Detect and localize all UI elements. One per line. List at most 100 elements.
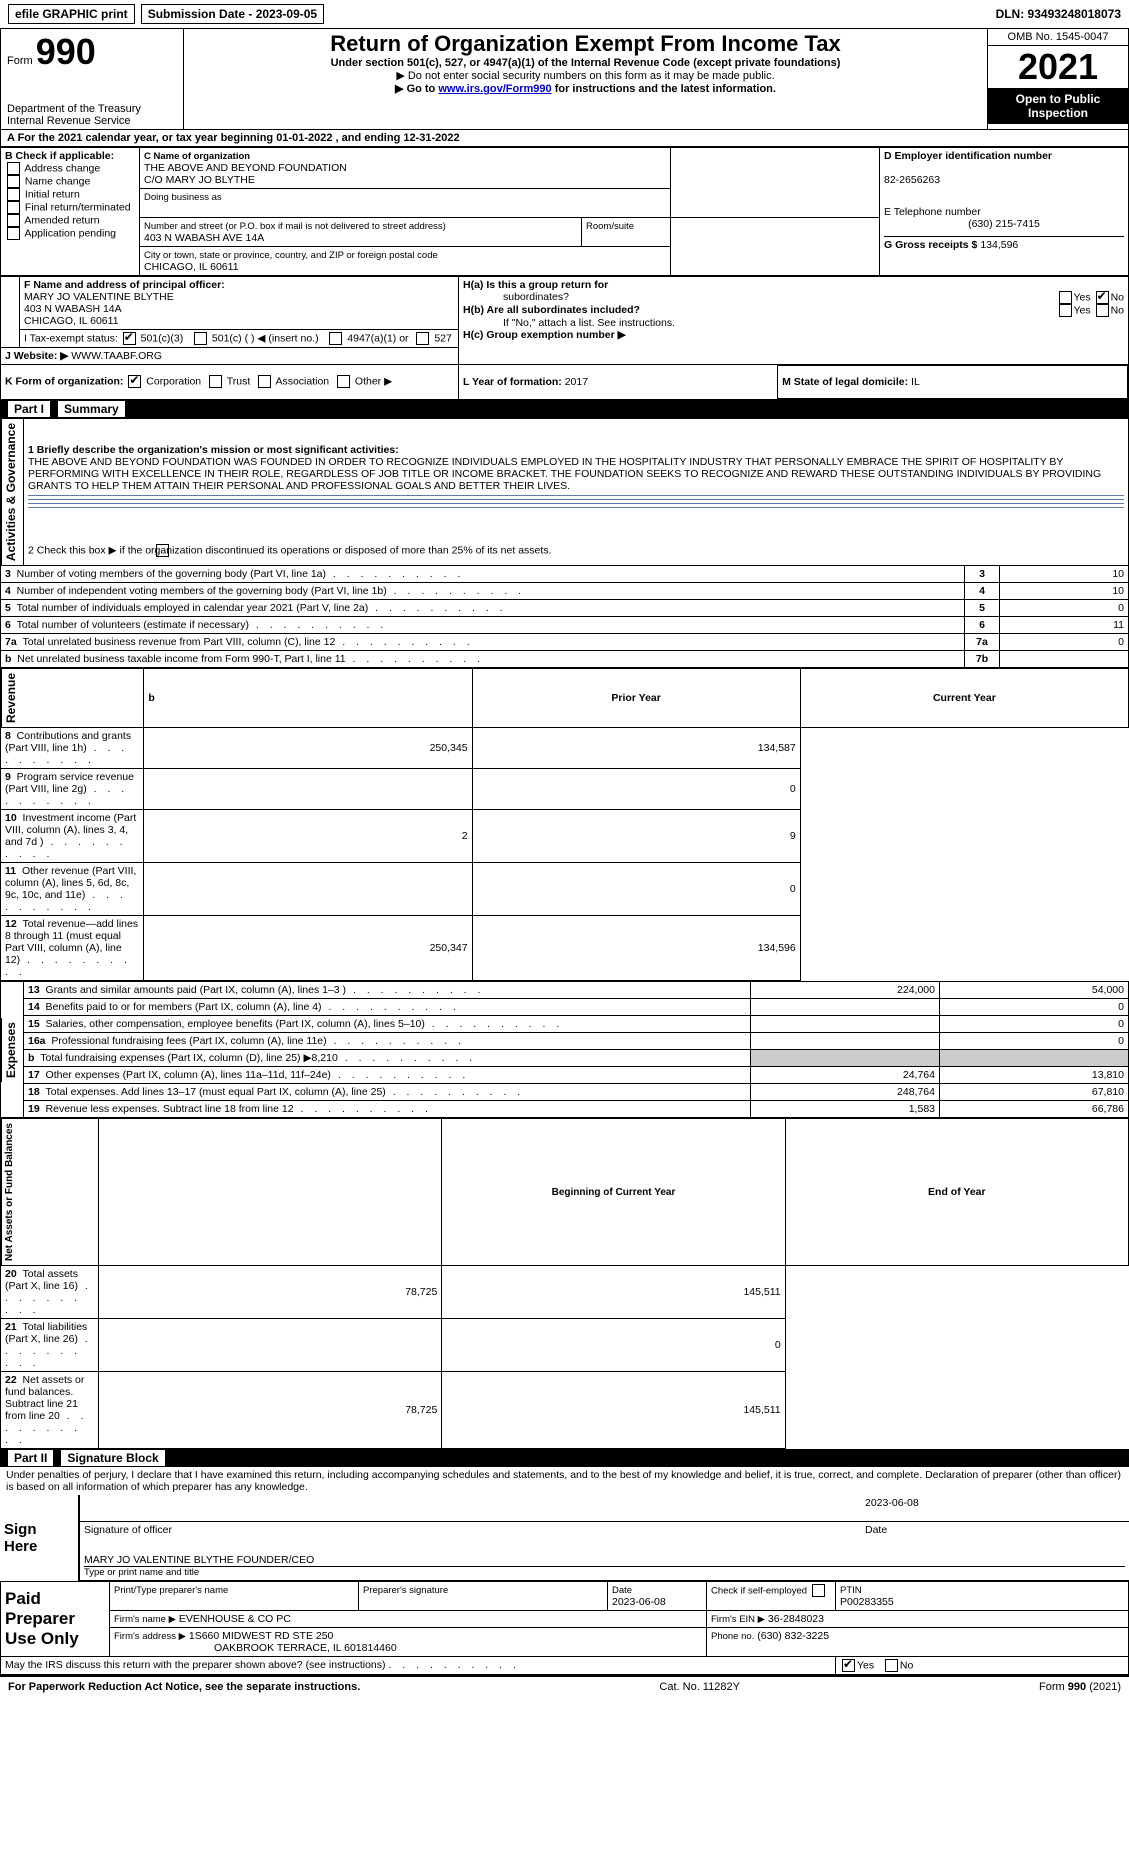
hb-yes: Yes xyxy=(1074,304,1091,316)
final-return-label: Final return/terminated xyxy=(25,201,131,213)
officer-status-block: F Name and address of principal officer:… xyxy=(0,276,1129,400)
501c-label: 501(c) ( ) ◀ (insert no.) xyxy=(212,332,319,344)
sig-officer-label: Signature of officer xyxy=(79,1522,861,1539)
omb-number: OMB No. 1545-0047 xyxy=(988,29,1128,46)
hb-no-checkbox[interactable] xyxy=(1096,304,1109,317)
other-checkbox[interactable] xyxy=(337,375,350,388)
prior-year-header: Prior Year xyxy=(472,669,800,728)
box-l-label: L Year of formation: xyxy=(463,376,565,388)
name-change-checkbox[interactable] xyxy=(7,175,20,188)
officer-addr2: CHICAGO, IL 60611 xyxy=(24,315,119,327)
firm-name: EVENHOUSE & CO PC xyxy=(179,1613,291,1625)
initial-return-label: Initial return xyxy=(25,188,80,200)
discuss-text: May the IRS discuss this return with the… xyxy=(5,1659,386,1671)
self-emp-checkbox[interactable] xyxy=(812,1584,825,1597)
city-label: City or town, state or province, country… xyxy=(144,250,438,261)
prep-date: 2023-06-08 xyxy=(612,1596,666,1608)
initial-return-checkbox[interactable] xyxy=(7,188,20,201)
part1-header: Part ISummary xyxy=(0,400,1129,418)
state-domicile: IL xyxy=(911,376,920,388)
vert-governance: Activities & Governance xyxy=(1,419,20,565)
firm-ein-label: Firm's EIN ▶ xyxy=(711,1614,765,1625)
prep-sig-label: Preparer's signature xyxy=(363,1585,448,1596)
part2-header: Part IISignature Block xyxy=(0,1449,1129,1467)
line1-label: 1 Briefly describe the organization's mi… xyxy=(28,444,399,456)
ha-yes: Yes xyxy=(1074,291,1091,303)
signature-block: Sign Here 2023-06-08 Signature of office… xyxy=(0,1495,1129,1581)
declaration-text: Under penalties of perjury, I declare th… xyxy=(0,1467,1129,1495)
501c3-checkbox[interactable] xyxy=(123,332,136,345)
final-return-checkbox[interactable] xyxy=(7,201,20,214)
application-pending-label: Application pending xyxy=(24,227,116,239)
firm-phone: (630) 832-3225 xyxy=(757,1630,829,1642)
netassets-row: 22 Net assets or fund balances. Subtract… xyxy=(1,1372,1129,1449)
form990-link[interactable]: www.irs.gov/Form990 xyxy=(438,83,551,95)
firm-name-label: Firm's name ▶ xyxy=(114,1614,176,1625)
corp-checkbox[interactable] xyxy=(128,375,141,388)
address-change-checkbox[interactable] xyxy=(7,162,20,175)
self-emp-label: Check if self-employed xyxy=(711,1585,807,1596)
org-co: C/O MARY JO BLYTHE xyxy=(144,174,255,186)
year-formation: 2017 xyxy=(565,376,588,388)
sign-here-label: Sign Here xyxy=(0,1495,79,1581)
trust-checkbox[interactable] xyxy=(209,375,222,388)
ptin-label: PTIN xyxy=(840,1585,862,1596)
revenue-table: Revenue b Prior Year Current Year 8 Cont… xyxy=(0,668,1129,981)
part1-title: Summary xyxy=(58,401,125,417)
netassets-table: Net Assets or Fund Balances Beginning of… xyxy=(0,1118,1129,1449)
efile-print-button[interactable]: efile GRAPHIC print xyxy=(8,4,135,24)
line2-checkbox[interactable] xyxy=(156,544,169,557)
4947-label: 4947(a)(1) or xyxy=(347,332,408,344)
expense-row: 16a Professional fundraising fees (Part … xyxy=(1,1033,1129,1050)
527-checkbox[interactable] xyxy=(416,332,429,345)
addr-value: 403 N WABASH AVE 14A xyxy=(144,232,264,244)
expense-row: 15 Salaries, other compensation, employe… xyxy=(1,1016,1129,1033)
box-m-label: M State of legal domicile: xyxy=(782,376,911,388)
ha-no-checkbox[interactable] xyxy=(1096,291,1109,304)
expense-row: 18 Total expenses. Add lines 13–17 (must… xyxy=(1,1084,1129,1101)
hb-yes-checkbox[interactable] xyxy=(1059,304,1072,317)
box-k-label: K Form of organization: xyxy=(5,375,123,387)
line-a: A For the 2021 calendar year, or tax yea… xyxy=(0,130,1129,147)
amended-return-label: Amended return xyxy=(24,214,99,226)
expense-row: 17 Other expenses (Part IX, column (A), … xyxy=(1,1067,1129,1084)
prep-name-label: Print/Type preparer's name xyxy=(114,1585,228,1596)
box-b-title: B Check if applicable: xyxy=(5,150,114,162)
discuss-yes-checkbox[interactable] xyxy=(842,1659,855,1672)
form-title: Return of Organization Exempt From Incom… xyxy=(190,31,981,57)
expenses-table: Expenses13 Grants and similar amounts pa… xyxy=(0,981,1129,1118)
corp-label: Corporation xyxy=(146,375,201,387)
room-label: Room/suite xyxy=(586,221,634,232)
expense-row: 14 Benefits paid to or for members (Part… xyxy=(1,999,1129,1016)
ptin-value: P00283355 xyxy=(840,1596,894,1608)
sig-date-value: 2023-06-08 xyxy=(865,1497,919,1509)
form-word: Form xyxy=(7,55,33,67)
instr2-pre: ▶ Go to xyxy=(395,83,438,95)
city-value: CHICAGO, IL 60611 xyxy=(144,261,239,273)
4947-checkbox[interactable] xyxy=(329,332,342,345)
footer-left: For Paperwork Reduction Act Notice, see … xyxy=(8,1681,360,1693)
box-j-label: J Website: ▶ xyxy=(5,350,68,362)
dba-label: Doing business as xyxy=(144,192,222,203)
page-footer: For Paperwork Reduction Act Notice, see … xyxy=(0,1675,1129,1697)
discuss-no-checkbox[interactable] xyxy=(885,1659,898,1672)
dept-label: Department of the Treasury xyxy=(7,103,177,115)
revenue-row: 11 Other revenue (Part VIII, column (A),… xyxy=(1,863,1129,916)
ha-yes-checkbox[interactable] xyxy=(1059,291,1072,304)
assoc-label: Association xyxy=(275,375,329,387)
gov-row: 5 Total number of individuals employed i… xyxy=(1,600,1129,617)
assoc-checkbox[interactable] xyxy=(258,375,271,388)
501c-checkbox[interactable] xyxy=(194,332,207,345)
expense-row: 19 Revenue less expenses. Subtract line … xyxy=(1,1101,1129,1118)
amended-return-checkbox[interactable] xyxy=(7,214,20,227)
begin-year-header: Beginning of Current Year xyxy=(442,1119,785,1266)
irs-label: Internal Revenue Service xyxy=(7,115,177,127)
hb-note: If "No," attach a list. See instructions… xyxy=(503,317,1124,329)
dln-label: DLN: 93493248018073 xyxy=(996,7,1121,21)
application-pending-checkbox[interactable] xyxy=(7,227,20,240)
submission-date-button[interactable]: Submission Date - 2023-09-05 xyxy=(141,4,324,24)
ha-label: H(a) Is this a group return for xyxy=(463,279,608,291)
revenue-row: 12 Total revenue—add lines 8 through 11 … xyxy=(1,916,1129,981)
addr-label: Number and street (or P.O. box if mail i… xyxy=(144,221,446,232)
phone-value: (630) 215-7415 xyxy=(884,218,1124,230)
